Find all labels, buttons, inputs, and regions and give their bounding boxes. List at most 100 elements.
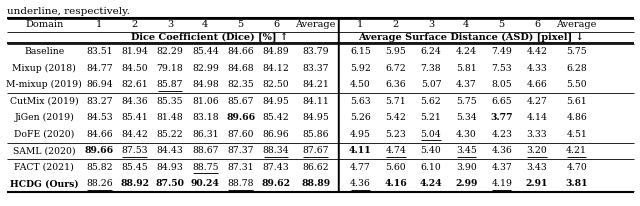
Text: 84.21: 84.21	[302, 80, 329, 89]
Text: 85.22: 85.22	[157, 130, 184, 139]
Text: 5.75: 5.75	[456, 97, 477, 106]
Text: 3.45: 3.45	[456, 146, 477, 155]
Text: 84.42: 84.42	[121, 130, 148, 139]
Text: 87.67: 87.67	[302, 146, 329, 155]
Text: underline, respectively.: underline, respectively.	[7, 7, 130, 16]
Text: 7.38: 7.38	[420, 64, 442, 73]
Text: 5.07: 5.07	[420, 80, 442, 89]
Text: 90.24: 90.24	[191, 179, 220, 188]
Text: 86.31: 86.31	[192, 130, 219, 139]
Text: 85.42: 85.42	[262, 113, 289, 122]
Text: 6.10: 6.10	[420, 163, 442, 172]
Text: 4.77: 4.77	[350, 163, 371, 172]
Text: 86.94: 86.94	[86, 80, 113, 89]
Text: 81.48: 81.48	[157, 113, 184, 122]
Text: 87.43: 87.43	[262, 163, 289, 172]
Text: 3: 3	[167, 20, 173, 29]
Text: 85.35: 85.35	[157, 97, 183, 106]
Text: 79.18: 79.18	[157, 64, 184, 73]
Text: 84.66: 84.66	[86, 130, 113, 139]
Text: 86.62: 86.62	[302, 163, 329, 172]
Text: 4.14: 4.14	[527, 113, 547, 122]
Text: 4: 4	[463, 20, 470, 29]
Text: 83.37: 83.37	[302, 64, 329, 73]
Text: 85.45: 85.45	[122, 163, 148, 172]
Text: 84.11: 84.11	[302, 97, 329, 106]
Text: 7.53: 7.53	[492, 64, 512, 73]
Text: 88.78: 88.78	[227, 179, 254, 188]
Text: 5.26: 5.26	[350, 113, 371, 122]
Text: 3.90: 3.90	[456, 163, 477, 172]
Text: 5: 5	[499, 20, 505, 29]
Text: 84.68: 84.68	[227, 64, 254, 73]
Text: 2: 2	[132, 20, 138, 29]
Text: 4.19: 4.19	[491, 179, 512, 188]
Text: 84.77: 84.77	[86, 64, 113, 73]
Text: 84.98: 84.98	[192, 80, 219, 89]
Text: 88.92: 88.92	[120, 179, 149, 188]
Text: Average: Average	[296, 20, 336, 29]
Text: 4: 4	[202, 20, 209, 29]
Text: 4.23: 4.23	[492, 130, 512, 139]
Text: 87.50: 87.50	[156, 179, 184, 188]
Text: 88.67: 88.67	[192, 146, 219, 155]
Text: 87.37: 87.37	[227, 146, 254, 155]
Text: 89.66: 89.66	[85, 146, 114, 155]
Text: 4.11: 4.11	[349, 146, 372, 155]
Text: 8.05: 8.05	[492, 80, 512, 89]
Text: 5.23: 5.23	[385, 130, 406, 139]
Text: 4.21: 4.21	[566, 146, 587, 155]
Text: 5.34: 5.34	[456, 113, 477, 122]
Text: 2: 2	[392, 20, 399, 29]
Text: 6.72: 6.72	[385, 64, 406, 73]
Text: 82.35: 82.35	[227, 80, 254, 89]
Text: 86.96: 86.96	[262, 130, 289, 139]
Text: 3.81: 3.81	[565, 179, 588, 188]
Text: 88.75: 88.75	[192, 163, 219, 172]
Text: 3.77: 3.77	[490, 113, 513, 122]
Text: 89.66: 89.66	[226, 113, 255, 122]
Text: 84.36: 84.36	[122, 97, 148, 106]
Text: 5.60: 5.60	[385, 163, 406, 172]
Text: Baseline: Baseline	[24, 47, 65, 56]
Text: JiGen (2019): JiGen (2019)	[15, 113, 74, 122]
Text: 6.15: 6.15	[350, 47, 371, 56]
Text: 5.75: 5.75	[566, 47, 587, 56]
Text: 88.34: 88.34	[262, 146, 289, 155]
Text: 4.42: 4.42	[527, 47, 547, 56]
Text: 4.16: 4.16	[385, 179, 407, 188]
Text: 84.53: 84.53	[86, 113, 113, 122]
Text: 5.62: 5.62	[420, 97, 442, 106]
Text: 4.86: 4.86	[566, 113, 587, 122]
Text: 83.79: 83.79	[302, 47, 329, 56]
Text: 83.51: 83.51	[86, 47, 113, 56]
Text: 82.29: 82.29	[157, 47, 184, 56]
Text: 85.86: 85.86	[302, 130, 329, 139]
Text: 5.21: 5.21	[420, 113, 442, 122]
Text: 1: 1	[357, 20, 364, 29]
Text: Domain: Domain	[25, 20, 63, 29]
Text: 4.50: 4.50	[350, 80, 371, 89]
Text: 5.04: 5.04	[420, 130, 442, 139]
Text: 87.53: 87.53	[122, 146, 148, 155]
Text: 6: 6	[534, 20, 540, 29]
Text: 4.24: 4.24	[420, 179, 442, 188]
Text: 84.12: 84.12	[262, 64, 289, 73]
Text: HCDG (Ours): HCDG (Ours)	[10, 179, 79, 188]
Text: 85.44: 85.44	[192, 47, 219, 56]
Text: 85.41: 85.41	[122, 113, 148, 122]
Text: 5.61: 5.61	[566, 97, 587, 106]
Text: 4.36: 4.36	[350, 179, 371, 188]
Text: 3.43: 3.43	[527, 163, 547, 172]
Text: 5.50: 5.50	[566, 80, 587, 89]
Text: M-mixup (2019): M-mixup (2019)	[6, 80, 83, 89]
Text: SAML (2020): SAML (2020)	[13, 146, 76, 155]
Text: 6.36: 6.36	[385, 80, 406, 89]
Text: 83.27: 83.27	[86, 97, 113, 106]
Text: 84.43: 84.43	[157, 146, 184, 155]
Text: 82.99: 82.99	[192, 64, 219, 73]
Text: FACT (2021): FACT (2021)	[15, 163, 74, 172]
Text: 82.50: 82.50	[262, 80, 289, 89]
Text: 4.74: 4.74	[385, 146, 406, 155]
Text: 3: 3	[428, 20, 434, 29]
